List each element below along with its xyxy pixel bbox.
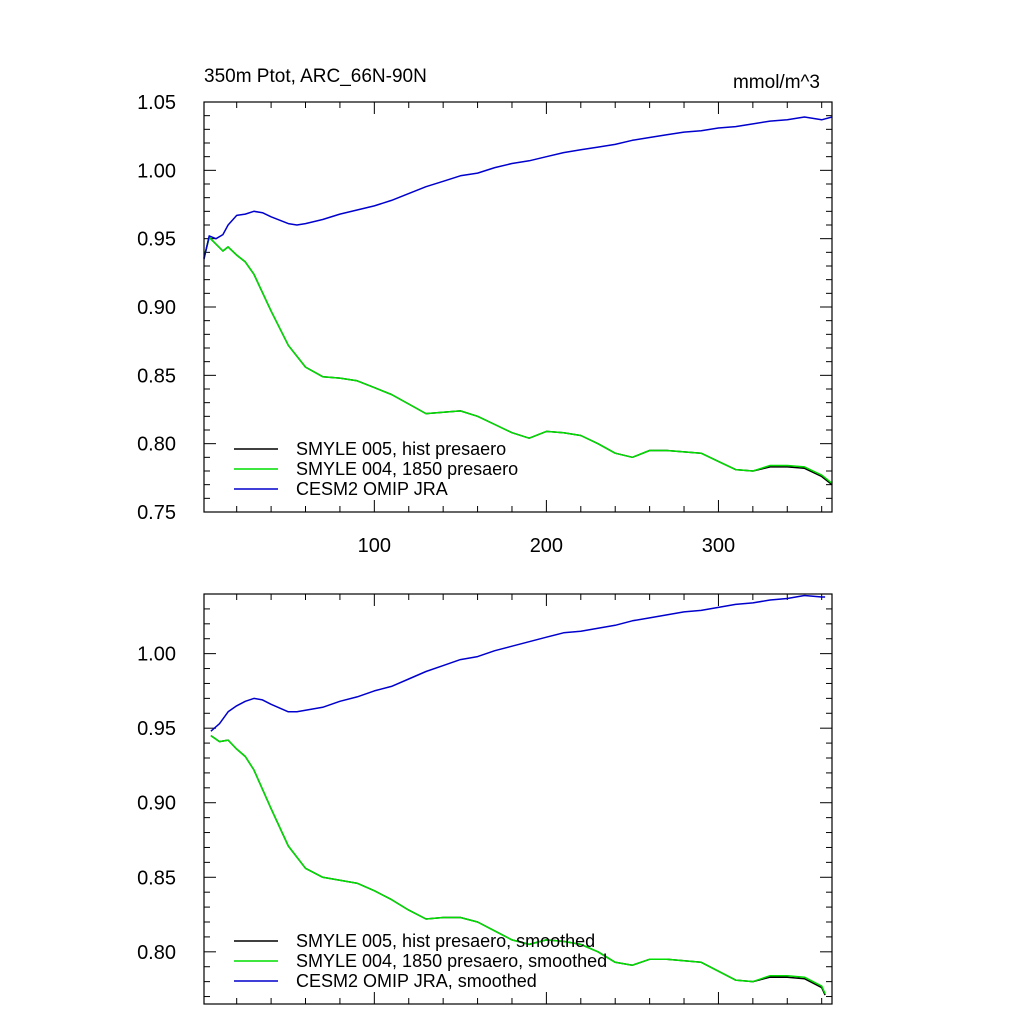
bottom-chart-ytick-label: 1.00 — [137, 644, 176, 666]
top-chart-ytick-label: 0.95 — [137, 229, 176, 251]
bottom-chart-legend-label: CESM2 OMIP JRA, smoothed — [296, 971, 537, 991]
top-chart-series-line-2 — [203, 116, 833, 260]
top-chart-ytick-label: 1.00 — [137, 160, 176, 182]
bottom-chart-legend-label: SMYLE 004, 1850 presaero, smoothed — [296, 951, 607, 971]
top-chart-legend-label: SMYLE 004, 1850 presaero — [296, 459, 518, 479]
bottom-chart-axes: 0.80 0.85 0.90 0.95 1.00 — [137, 593, 832, 1004]
top-chart-ytick-label: 0.80 — [137, 434, 176, 456]
bottom-chart-legend-label: SMYLE 005, hist presaero, smoothed — [296, 931, 595, 951]
top-chart-xtick-label: 200 — [530, 535, 563, 557]
top-chart-ytick-label: 0.75 — [137, 502, 176, 524]
bottom-chart-ytick-label: 0.85 — [137, 867, 176, 889]
top-chart-series — [203, 116, 833, 486]
top-chart: 350m Ptot, ARC_66N-90N mmol/m^3 100 200 30… — [137, 66, 833, 557]
bottom-chart-frame — [203, 593, 833, 1005]
top-chart-frame — [203, 101, 833, 513]
bottom-chart-legend: SMYLE 005, hist presaero, smoothedSMYLE … — [234, 931, 607, 991]
top-chart-ytick-label: 1.05 — [137, 92, 176, 114]
top-chart-ytick-label: 0.90 — [137, 297, 176, 319]
bottom-chart-series-line-2 — [210, 594, 826, 732]
top-chart-xtick-label: 300 — [702, 535, 735, 557]
top-chart-xtick-label: 100 — [358, 535, 391, 557]
top-chart-legend-label: SMYLE 005, hist presaero — [296, 439, 506, 459]
bottom-chart: 0.80 0.85 0.90 0.95 1.00 SMYLE 005, hist pre… — [137, 593, 833, 1005]
top-chart-ytick-label: 0.85 — [137, 365, 176, 387]
bottom-chart-ytick-label: 0.80 — [137, 942, 176, 964]
top-chart-axes: 100 200 300 0.75 0.80 0.85 0.90 0.95 1.00 1.05 — [137, 92, 832, 557]
top-chart-series-line-1 — [203, 236, 833, 484]
top-chart-units: mmol/m^3 — [733, 72, 820, 93]
bottom-chart-series — [210, 594, 826, 996]
top-chart-legend-label: CESM2 OMIP JRA — [296, 479, 448, 499]
bottom-chart-series-line-1 — [210, 734, 826, 994]
bottom-chart-ytick-label: 0.95 — [137, 718, 176, 740]
top-chart-title: 350m Ptot, ARC_66N-90N — [204, 66, 427, 87]
bottom-chart-ytick-label: 0.90 — [137, 793, 176, 815]
